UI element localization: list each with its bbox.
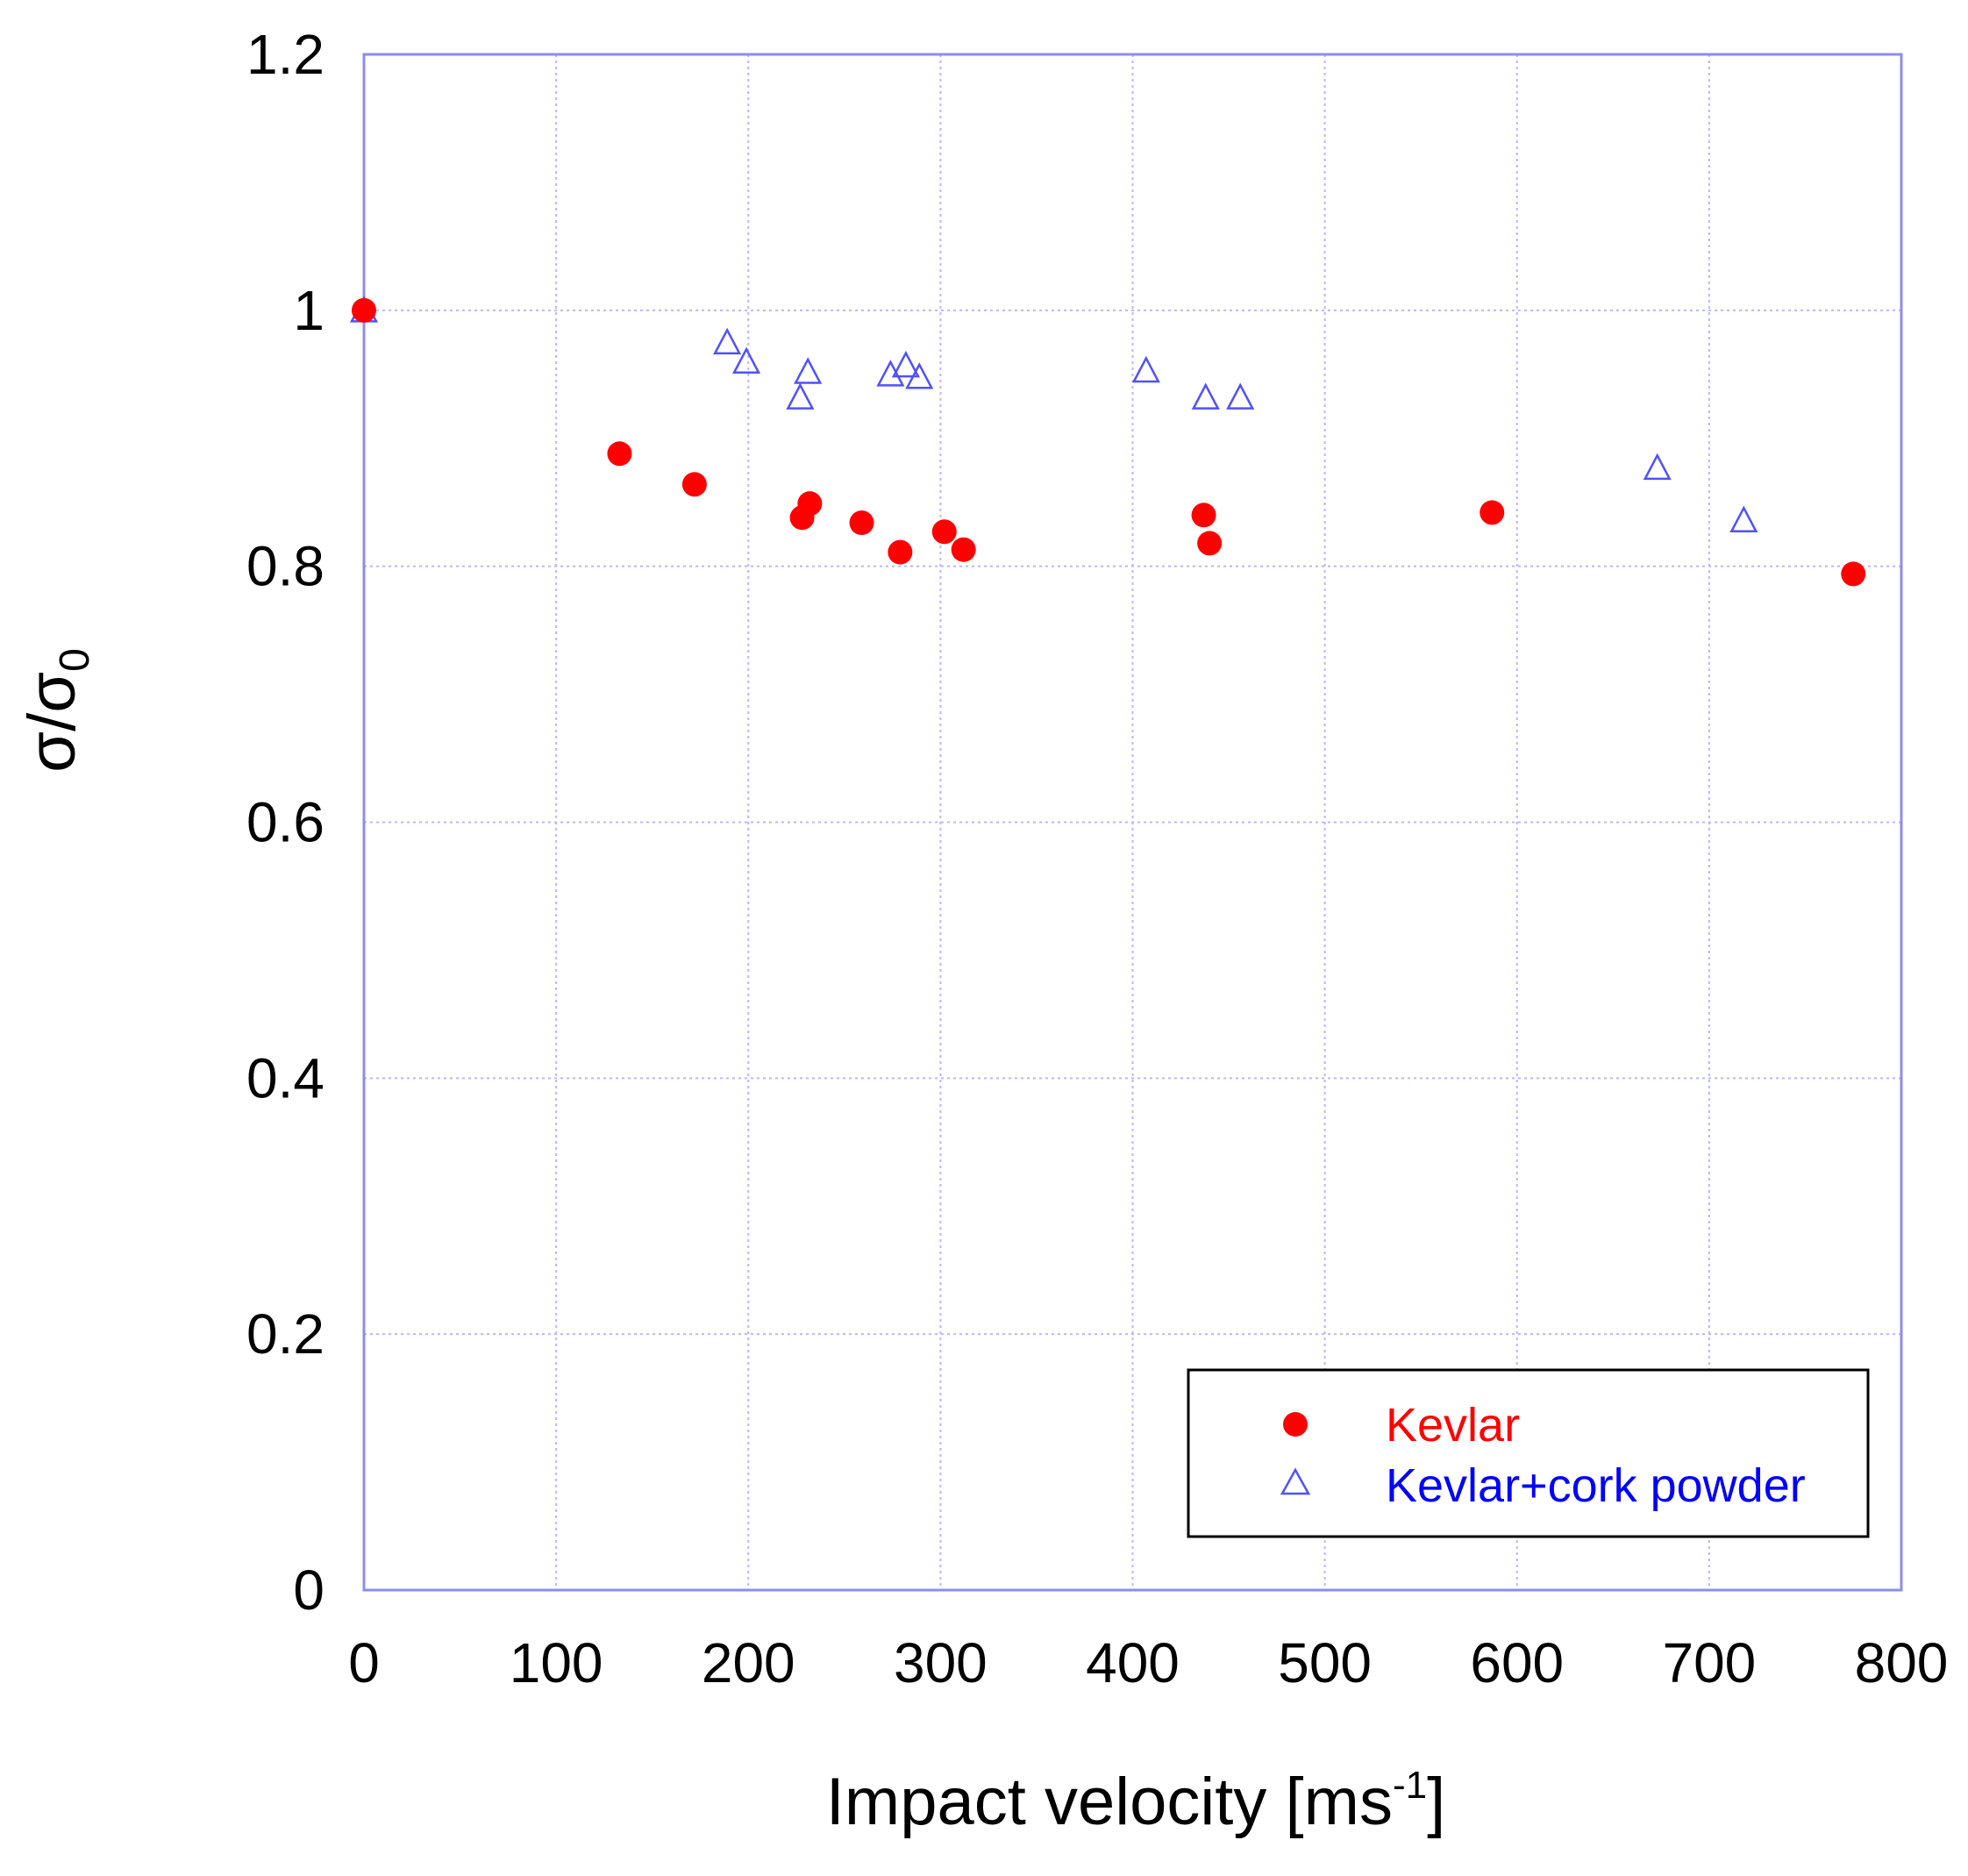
- point-kevlar-cork: [1191, 382, 1220, 410]
- y-tick-label: 1: [293, 279, 324, 342]
- legend-marker-kevlar-cork: [1280, 1467, 1311, 1495]
- point-kevlar: [931, 519, 957, 545]
- point-kevlar: [1191, 503, 1216, 528]
- x-axis-title: Impact velocity [ms-1]: [826, 1764, 1445, 1839]
- legend-label-kevlar-cork: Kevlar+cork powder: [1386, 1459, 1806, 1512]
- x-axis-title-main: Impact velocity [ms: [826, 1765, 1393, 1839]
- point-kevlar: [607, 441, 632, 467]
- x-tick-label: 400: [1086, 1631, 1180, 1694]
- point-kevlar-cork: [1729, 505, 1758, 532]
- x-axis-title-superscript: -1: [1393, 1764, 1427, 1807]
- data-points: [349, 296, 1866, 587]
- grid-layer: [364, 54, 1901, 1590]
- legend-box: [1187, 1368, 1870, 1538]
- y-axis-title-main: σ/σ: [15, 672, 89, 773]
- point-kevlar-cork: [786, 382, 815, 410]
- point-kevlar: [352, 297, 376, 323]
- y-tick-label: 1.2: [246, 23, 324, 86]
- y-axis-title: σ/σ0: [15, 648, 98, 773]
- x-tick-label: 800: [1855, 1631, 1949, 1694]
- point-kevlar-cork: [1643, 453, 1672, 481]
- x-tick-label: 200: [702, 1631, 795, 1694]
- point-kevlar-cork: [794, 357, 823, 384]
- y-tick-label: 0.4: [246, 1046, 324, 1109]
- x-tick-label: 0: [348, 1631, 380, 1694]
- x-tick-label: 600: [1470, 1631, 1564, 1694]
- point-kevlar-cork: [876, 360, 905, 387]
- y-tick-label: 0.2: [246, 1302, 324, 1366]
- point-kevlar: [849, 510, 874, 536]
- point-kevlar: [681, 472, 707, 497]
- y-tick-label: 0.6: [246, 791, 324, 854]
- point-kevlar: [1197, 531, 1223, 556]
- legend-label-kevlar: Kevlar: [1386, 1399, 1520, 1452]
- legend-marker-kevlar: [1283, 1412, 1308, 1437]
- point-kevlar: [951, 537, 976, 562]
- point-kevlar-cork: [731, 346, 761, 374]
- y-tick-label: 0.8: [246, 535, 324, 598]
- legend: Kevlar Kevlar+cork powder: [1187, 1368, 1870, 1538]
- plot-frame: [362, 53, 1903, 1592]
- point-kevlar-cork: [1226, 382, 1255, 410]
- point-kevlar: [888, 539, 913, 565]
- x-tick-label: 100: [510, 1631, 603, 1694]
- point-kevlar-cork: [905, 362, 934, 389]
- x-tick-labels: 0 100 200 300 400 500 600 700 800: [348, 1631, 1948, 1694]
- x-tick-label: 500: [1278, 1631, 1372, 1694]
- point-kevlar: [1841, 561, 1866, 587]
- y-tick-label: 0: [293, 1559, 324, 1622]
- y-tick-labels: 0 0.2 0.4 0.6 0.8 1 1.2: [246, 23, 324, 1622]
- point-kevlar-cork: [713, 327, 742, 355]
- point-kevlar-cork: [1131, 355, 1160, 383]
- point-kevlar: [1480, 500, 1505, 525]
- x-axis-title-close: ]: [1427, 1765, 1445, 1839]
- x-tick-label: 700: [1662, 1631, 1756, 1694]
- x-tick-label: 300: [894, 1631, 988, 1694]
- y-axis-title-subscript: 0: [52, 648, 98, 672]
- point-kevlar-cork: [891, 350, 921, 378]
- point-kevlar: [797, 491, 823, 517]
